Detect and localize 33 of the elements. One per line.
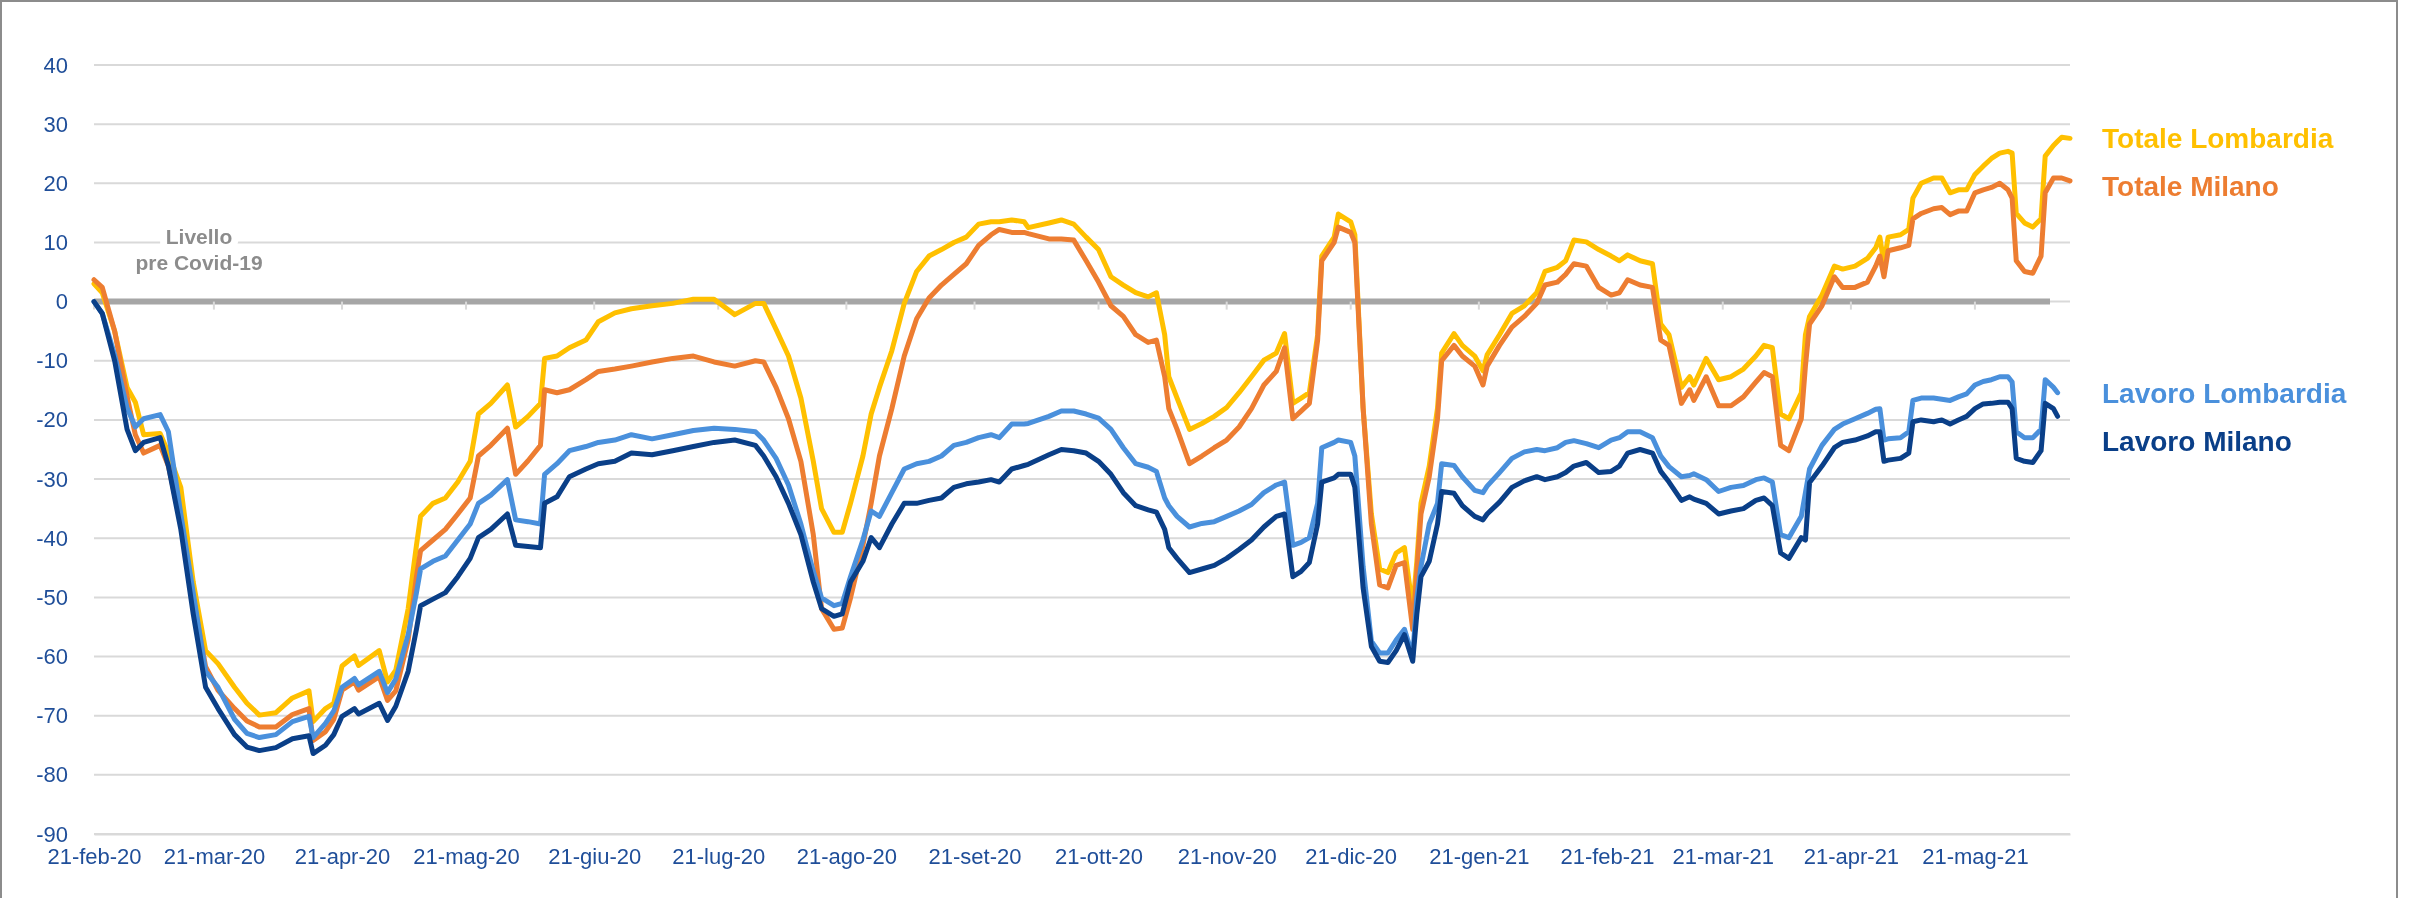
x-tick-label: 21-mag-21 [1922,843,2029,869]
ref-line-label: Livello pre Covid-19 [135,224,263,274]
y-tick-label: 10 [43,230,68,255]
x-tick-label: 21-mag-20 [413,843,520,869]
y-tick-label: -60 [36,644,68,670]
x-tick-label: 21-mar-21 [1672,843,1774,869]
x-tick-label: 21-mar-20 [163,843,266,869]
series-label: Totale Lombardia [2102,123,2334,155]
x-tick-label: 21-dic-20 [1305,843,1398,869]
x-tick-label: 21-gen-21 [1429,843,1530,869]
y-tick-label: 20 [43,170,68,196]
y-tick-label: -30 [36,466,68,492]
y-tick-label: 40 [43,52,68,78]
series-label: Lavoro Lombardia [2102,377,2347,409]
y-tick-label: -50 [36,584,68,610]
series-label: Totale Milano [2102,171,2279,203]
x-tick-label: 21-apr-20 [294,843,391,869]
x-tick-label: 21-nov-20 [1177,843,1277,869]
y-tick-label: -10 [36,348,68,374]
y-tick-label: -70 [36,703,68,729]
x-tick-label: 21-ago-20 [796,843,898,869]
x-tick-label: 21-apr-21 [1803,843,1900,869]
x-tick-label: 21-giu-20 [548,843,642,869]
y-tick-label: -20 [36,407,68,433]
x-tick-label: 21-ott-20 [1055,843,1144,869]
y-tick-label: 0 [55,289,68,315]
y-tick-label: 30 [43,111,68,137]
x-tick-label: 21-set-20 [928,843,1022,869]
x-tick-label: 21-lug-20 [672,843,766,869]
y-tick-label: -80 [36,762,68,788]
y-tick-label: -40 [36,525,68,551]
series-label: Lavoro Milano [2102,425,2292,457]
x-tick-label: 21-feb-21 [1560,843,1655,869]
